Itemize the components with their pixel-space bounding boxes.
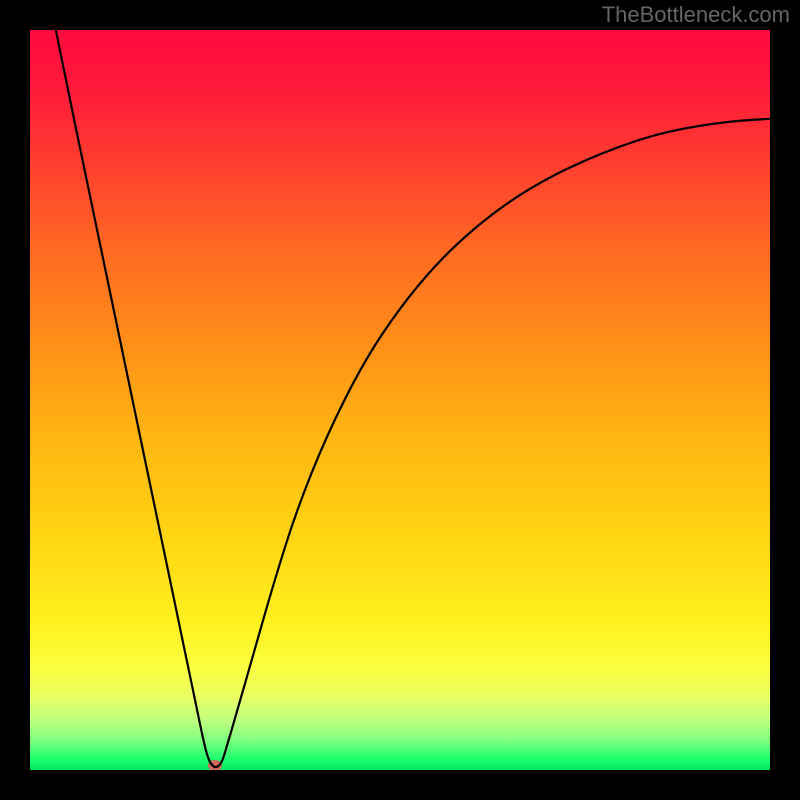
chart-svg <box>30 30 770 770</box>
gradient-background <box>30 30 770 770</box>
chart-frame: TheBottleneck.com <box>0 0 800 800</box>
watermark-text: TheBottleneck.com <box>602 2 790 28</box>
plot-area <box>30 30 770 770</box>
